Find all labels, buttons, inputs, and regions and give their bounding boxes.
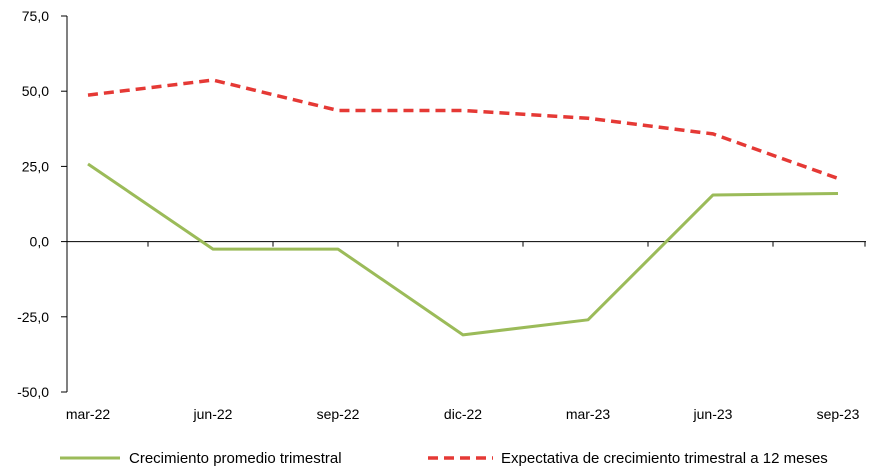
- series-line-expectativa: [87, 78, 839, 181]
- y-tick-label: 75,0: [22, 8, 49, 24]
- y-tick-label: 50,0: [22, 83, 49, 99]
- x-tick-label: mar-23: [566, 406, 611, 422]
- x-tick-label: sep-22: [317, 406, 360, 422]
- series-line-crecimiento: [87, 162, 839, 337]
- axes: 75,0 50,0 25,0 0,0 -25,0 -50,0 mar-22 jun-22 sep…: [17, 8, 866, 422]
- x-tick-label: jun-23: [693, 406, 733, 422]
- x-tick-label: dic-22: [444, 406, 482, 422]
- x-tick-label: jun-22: [193, 406, 233, 422]
- y-tick-label: -50,0: [17, 384, 49, 400]
- legend-label: Expectativa de crecimiento trimestral a …: [501, 450, 828, 467]
- x-tick-label: mar-22: [66, 406, 111, 422]
- y-tick-label: -25,0: [17, 309, 49, 325]
- legend-label: Crecimiento promedio trimestral: [129, 450, 342, 467]
- series-layer: [87, 78, 839, 337]
- x-tick-label: sep-23: [817, 406, 860, 422]
- y-tick-label: 25,0: [22, 158, 49, 174]
- y-tick-label: 0,0: [30, 234, 50, 250]
- legend: Crecimiento promedio trimestral Expectati…: [60, 450, 828, 467]
